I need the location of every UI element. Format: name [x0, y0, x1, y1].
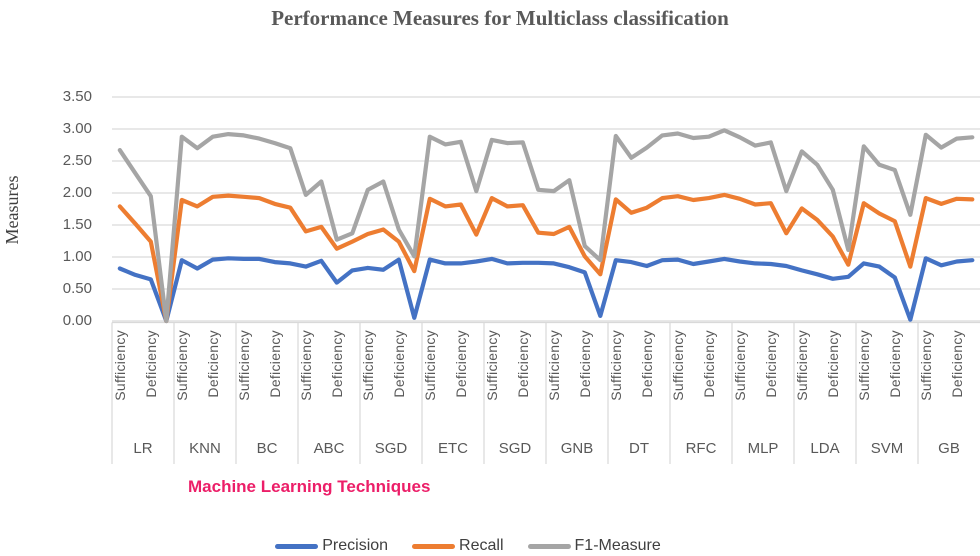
y-tick-label: 1.50 [62, 216, 92, 233]
x-tick-label: Sufficiency [483, 330, 500, 401]
x-tick-label: Sufficiency [359, 330, 376, 401]
x-tick-label: Sufficiency [173, 330, 190, 401]
x-tick-label: Deficiency [638, 330, 655, 398]
x-tick-label: Sufficiency [421, 330, 438, 401]
x-tick-label: Sufficiency [545, 330, 562, 401]
x-tick-label: Deficiency [948, 330, 965, 398]
legend-swatch-icon [412, 543, 456, 549]
x-tick-label: Sufficiency [669, 330, 686, 401]
group-label: LR [133, 440, 153, 457]
group-label: ETC [438, 440, 468, 457]
x-tick-label: Deficiency [700, 330, 717, 398]
group-label: RFC [685, 440, 717, 457]
y-tick-label: 1.00 [62, 248, 92, 265]
group-label: KNN [189, 440, 221, 457]
x-tick-label: Deficiency [328, 330, 345, 398]
x-tick-label: Deficiency [204, 330, 221, 398]
legend-swatch-icon [527, 543, 571, 549]
x-tick-label: Sufficiency [855, 330, 872, 401]
legend-item-precision: Precision [275, 537, 388, 555]
legend-item-recall: Recall [412, 537, 504, 555]
series-line-f1-measure [117, 128, 975, 324]
x-tick-label: Deficiency [142, 330, 159, 398]
y-tick-label: 3.00 [62, 120, 92, 137]
y-tick-label: 2.50 [62, 152, 92, 169]
x-tick-label: Deficiency [514, 330, 531, 398]
group-label: SGD [374, 440, 408, 457]
x-tick-label: Deficiency [266, 330, 283, 398]
series-line-recall [117, 192, 975, 324]
group-label: SVM [870, 440, 904, 457]
x-tick-label: Deficiency [824, 330, 841, 398]
series-line-precision [117, 256, 975, 324]
x-axis-title: Machine Learning Techniques [188, 477, 431, 496]
x-tick-label: Sufficiency [917, 330, 934, 401]
chart-title: Performance Measures for Multiclass clas… [271, 6, 729, 30]
y-tick-label: 0.50 [62, 280, 92, 297]
y-tick-label: 0.00 [62, 312, 92, 329]
legend-label: F1-Measure [574, 537, 661, 554]
group-label: LDA [810, 440, 840, 457]
legend-label: Recall [459, 537, 504, 554]
x-tick-label: Sufficiency [111, 330, 128, 401]
legend-item-f1-measure: F1-Measure [527, 537, 661, 555]
group-label: SGD [498, 440, 532, 457]
group-label: BC [256, 440, 278, 457]
y-tick-label: 2.00 [62, 184, 92, 201]
x-tick-label: Sufficiency [607, 330, 624, 401]
x-tick-label: Deficiency [762, 330, 779, 398]
x-tick-label: Sufficiency [793, 330, 810, 401]
legend-label: Precision [322, 537, 389, 554]
group-label: GB [938, 440, 960, 457]
group-label: MLP [747, 440, 779, 457]
x-tick-label: Sufficiency [297, 330, 314, 401]
group-label: ABC [313, 440, 345, 457]
legend: Precision Recall F1-Measure [0, 537, 936, 555]
group-label: DT [629, 440, 649, 457]
x-tick-label: Deficiency [576, 330, 593, 398]
x-tick-label: Deficiency [452, 330, 469, 398]
x-tick-label: Sufficiency [235, 330, 252, 401]
group-label: GNB [560, 440, 594, 457]
x-tick-label: Deficiency [390, 330, 407, 398]
legend-swatch-icon [275, 543, 319, 549]
x-tick-label: Sufficiency [731, 330, 748, 401]
x-tick-label: Deficiency [886, 330, 903, 398]
y-tick-label: 3.50 [62, 88, 92, 105]
